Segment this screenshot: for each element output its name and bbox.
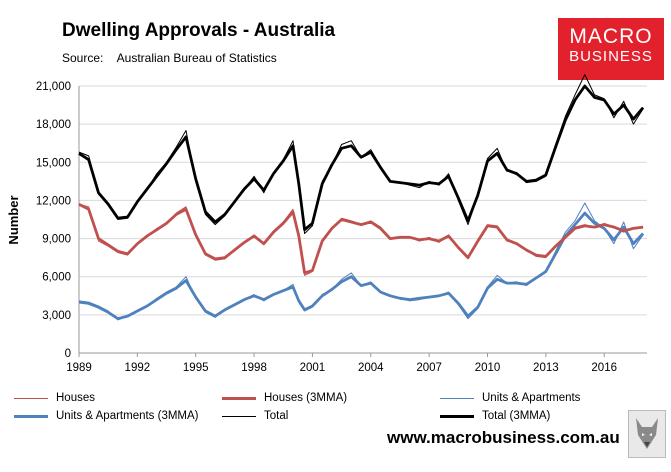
x-tick-label: 2013: [533, 362, 559, 374]
series-line-houses: [78, 203, 644, 276]
series-layer: [78, 74, 645, 321]
source-label: Source:: [62, 51, 104, 65]
legend-swatch-units-3mma: [14, 414, 48, 418]
source-line: Source: Australian Bureau of Statistics: [62, 51, 277, 65]
series-line-units-3mma: [78, 211, 645, 321]
legend-item-total: Total: [222, 410, 288, 422]
y-tick-label: 12,000: [36, 195, 71, 207]
legend-item-total-3mma: Total (3MMA): [440, 410, 550, 422]
y-tick-label: 3,000: [42, 310, 71, 322]
series-line-total-3mma: [78, 84, 645, 232]
legend-label-total-3mma: Total (3MMA): [482, 410, 551, 422]
website-link[interactable]: www.macrobusiness.com.au: [387, 428, 620, 447]
legend-label-houses: Houses: [56, 392, 95, 404]
legend-label-houses-3mma: Houses (3MMA): [264, 392, 348, 404]
y-tick-label: 21,000: [36, 81, 71, 93]
x-tick-label: 2016: [591, 362, 617, 374]
x-tick-label: 2010: [475, 362, 501, 374]
legend-label-units-3mma: Units & Apartments (3MMA): [56, 410, 199, 422]
series-line-total: [78, 74, 644, 234]
y-tick-label: 6,000: [42, 272, 71, 284]
legend-item-units-3mma: Units & Apartments (3MMA): [14, 410, 199, 422]
legend-swatch-units: [440, 397, 474, 399]
grid-layer: [79, 85, 647, 354]
legend-swatch-total: [222, 415, 256, 417]
legend-label-units: Units & Apartments: [482, 392, 581, 404]
chart-title: Dwelling Approvals - Australia: [62, 20, 336, 41]
x-tick-label: 1992: [125, 362, 151, 374]
x-tick-label: 1995: [183, 362, 209, 374]
y-tick-label: 0: [65, 348, 71, 360]
x-tick-label: 1989: [66, 362, 92, 374]
x-tick-label: 2007: [416, 362, 442, 374]
macrobusiness-logo: MACRO BUSINESS: [558, 18, 664, 80]
axis-layer: 0 3,000 6,000 9,000 12,000 15,000 18,000 21,000…: [36, 81, 647, 374]
series-line-units: [78, 202, 644, 321]
x-tick-label: 1998: [241, 362, 267, 374]
series-line-houses-3mma: [78, 202, 644, 275]
wolf-logo-icon: [628, 410, 666, 458]
legend-swatch-houses: [14, 397, 48, 399]
x-tick-label: 2004: [358, 362, 384, 374]
source-value: Australian Bureau of Statistics: [116, 51, 277, 65]
y-tick-label: 15,000: [36, 157, 71, 169]
logo-line-1: MACRO: [569, 25, 653, 48]
legend-swatch-houses-3mma: [222, 396, 256, 400]
logo-line-2: BUSINESS: [569, 48, 653, 65]
legend-item-houses-3mma: Houses (3MMA): [222, 392, 347, 404]
y-axis-label: Number: [6, 195, 21, 244]
y-tick-label: 18,000: [36, 119, 71, 131]
x-tick-label: 2001: [300, 362, 326, 374]
y-tick-label: 9,000: [42, 234, 71, 246]
legend-label-total: Total: [264, 410, 289, 422]
legend-swatch-total-3mma: [440, 414, 474, 418]
legend-item-houses: Houses: [14, 392, 95, 404]
legend-item-units: Units & Apartments: [440, 392, 580, 404]
